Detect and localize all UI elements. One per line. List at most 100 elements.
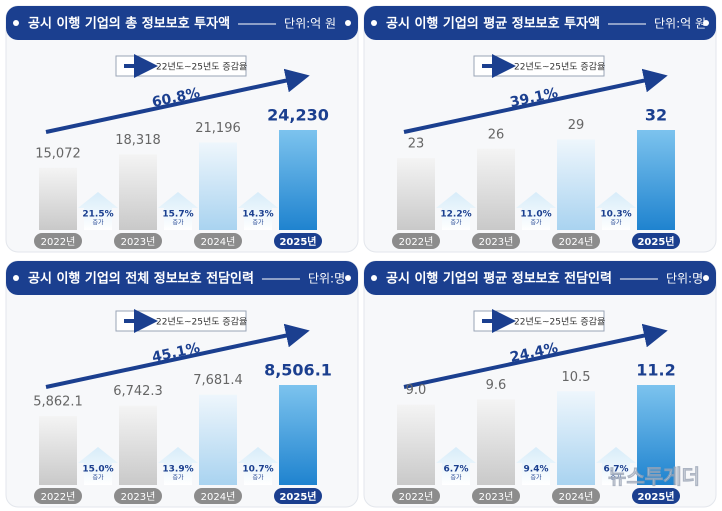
change-label: 9.4% [524, 465, 549, 475]
unit-label: 단위:억 원 [284, 17, 336, 31]
category-label: 2025년 [637, 490, 674, 503]
value-label: 18,318 [115, 133, 161, 148]
category-pill [114, 488, 162, 504]
bar [39, 416, 77, 485]
category-pill [392, 488, 440, 504]
change-arrow [78, 192, 118, 230]
bar [39, 167, 77, 230]
category-label: 2022년 [41, 236, 76, 248]
category-label: 2022년 [399, 491, 434, 503]
value-label: 5,862.1 [33, 395, 83, 410]
category-pill [472, 233, 520, 249]
bar [279, 130, 317, 230]
category-pill [632, 488, 680, 504]
change-arrow [238, 192, 278, 230]
bar [397, 404, 435, 485]
panel-header [364, 261, 716, 295]
header-dot [345, 275, 351, 281]
bar [119, 154, 157, 230]
change-word: 증가 [172, 474, 184, 482]
change-arrow [158, 447, 198, 485]
value-label: 32 [645, 106, 667, 125]
panel: 공시 이행 기업의 평균 정보보호 투자액 단위:억 원 22년도~25년도 증감율… [363, 5, 717, 253]
category-label: 2025년 [637, 235, 674, 248]
unit-label: 단위:명 [666, 272, 703, 286]
value-label: 21,196 [195, 121, 241, 136]
panel-title: 공시 이행 기업의 총 정보보호 투자액 [28, 16, 230, 32]
value-label: 24,230 [267, 106, 329, 125]
panel-header [6, 6, 358, 40]
change-word: 증가 [450, 219, 462, 227]
value-label: 26 [488, 127, 505, 142]
category-pill [632, 233, 680, 249]
bar [477, 148, 515, 230]
value-label: 10.5 [562, 370, 591, 385]
legend-label: 22년도~25년도 증감율 [156, 316, 247, 328]
bar [199, 394, 237, 485]
change-word: 증가 [530, 474, 542, 482]
panel-header [364, 6, 716, 40]
bar [119, 405, 157, 485]
bar [637, 130, 675, 230]
header-dot [13, 275, 19, 281]
header-dot [345, 20, 351, 26]
legend-label: 22년도~25년도 증감율 [514, 61, 605, 73]
change-word: 증가 [450, 474, 462, 482]
change-label: 15.0% [82, 465, 113, 475]
header-dot [13, 20, 19, 26]
category-label: 2022년 [41, 491, 76, 503]
change-word: 증가 [610, 474, 622, 482]
change-label: 15.7% [162, 210, 193, 220]
change-arrow [238, 447, 278, 485]
category-pill [552, 233, 600, 249]
bar [637, 385, 675, 485]
change-word: 증가 [252, 219, 264, 227]
category-pill [274, 233, 322, 249]
category-pill [552, 488, 600, 504]
change-arrow [78, 447, 118, 485]
unit-label: 단위:억 원 [654, 17, 706, 31]
change-arrow [516, 447, 556, 485]
category-label: 2024년 [201, 236, 236, 248]
change-label: 6.7% [604, 465, 629, 475]
header-dot [371, 275, 377, 281]
header-dot [371, 20, 377, 26]
change-arrow [596, 447, 636, 485]
value-label: 15,072 [35, 146, 81, 161]
bar [199, 142, 237, 230]
change-arrow [516, 192, 556, 230]
category-pill [34, 233, 82, 249]
bar [279, 385, 317, 485]
total-arrow [45, 323, 310, 389]
value-label: 11.2 [636, 361, 675, 380]
panel: 공시 이행 기업의 평균 정보보호 전담인력 단위:명 22년도~25년도 증감율 2… [363, 260, 717, 508]
value-label: 8,506.1 [264, 361, 332, 380]
change-word: 증가 [530, 219, 542, 227]
category-label: 2025년 [279, 235, 316, 248]
total-arrow [403, 323, 668, 389]
category-label: 2023년 [479, 491, 514, 503]
bar [477, 399, 515, 485]
category-label: 2024년 [559, 491, 594, 503]
value-label: 29 [568, 118, 585, 133]
value-label: 23 [408, 137, 425, 152]
unit-label: 단위:명 [308, 272, 345, 286]
change-arrow [436, 447, 476, 485]
category-label: 2023년 [121, 236, 156, 248]
header-dot [703, 20, 709, 26]
category-pill [392, 233, 440, 249]
change-word: 증가 [92, 474, 104, 482]
category-label: 2022년 [399, 236, 434, 248]
value-label: 9.6 [486, 378, 507, 393]
panel-header [6, 261, 358, 295]
panel-title: 공시 이행 기업의 전체 정보보호 전담인력 [28, 271, 254, 287]
change-word: 증가 [92, 219, 104, 227]
category-label: 2023년 [121, 491, 156, 503]
category-label: 2023년 [479, 236, 514, 248]
value-label: 7,681.4 [193, 373, 243, 388]
change-word: 증가 [172, 219, 184, 227]
total-arrow [45, 68, 310, 134]
change-word: 증가 [610, 219, 622, 227]
